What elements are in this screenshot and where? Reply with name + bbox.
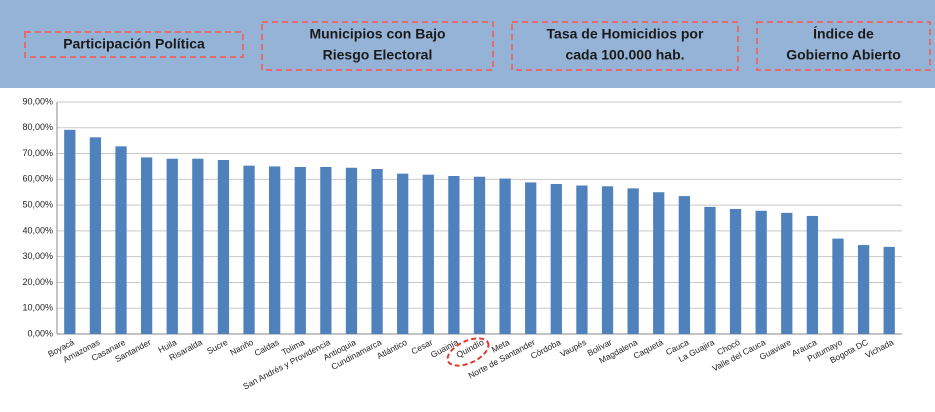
bar [320, 166, 332, 334]
y-tick-label: 70,00% [22, 148, 53, 158]
bar [576, 185, 588, 334]
bar [115, 146, 127, 334]
x-tick-label: Nariño [228, 337, 255, 358]
header-text: cada 100.000 hab. [565, 47, 684, 63]
y-tick-label: 80,00% [22, 122, 53, 132]
header-box [261, 21, 494, 71]
header-text: Participación Política [63, 36, 205, 52]
bar [550, 183, 562, 334]
bar [166, 158, 178, 334]
bar [397, 173, 409, 334]
bar [729, 208, 742, 334]
highlight-circle [446, 337, 490, 367]
bar [627, 188, 639, 334]
header-text: Tasa de Homicidios por [547, 26, 704, 42]
bar [448, 175, 460, 334]
bar [857, 245, 870, 334]
bar [601, 186, 614, 334]
header-text: Municipios con Bajo [309, 26, 445, 42]
bar [806, 215, 819, 334]
x-tick-label: Caldas [253, 337, 281, 358]
bar [89, 137, 102, 334]
bar [704, 206, 716, 334]
bar [217, 160, 230, 334]
bar [140, 157, 153, 334]
y-tick-label: 40,00% [22, 225, 53, 235]
x-tick-label: Vaupés [558, 337, 588, 359]
header-band [0, 0, 935, 88]
y-tick-label: 20,00% [22, 277, 53, 287]
y-tick-label: 60,00% [22, 174, 53, 184]
bar [832, 238, 844, 334]
bar [269, 166, 281, 334]
header-text: Riesgo Electoral [323, 47, 433, 63]
y-tick-label: 90,00% [22, 96, 53, 106]
y-tick-label: 0,00% [27, 328, 53, 338]
bar [473, 176, 486, 334]
bar [294, 166, 306, 334]
bar [345, 167, 358, 334]
x-tick-label: Atlántico [375, 337, 409, 361]
header-text: Gobierno Abierto [786, 47, 901, 63]
bar [653, 192, 665, 334]
bar [192, 158, 204, 334]
x-tick-label: Guainía [429, 337, 460, 360]
y-tick-label: 50,00% [22, 199, 53, 209]
header-text: Índice de [813, 26, 874, 42]
bar [422, 174, 434, 334]
bar [64, 129, 76, 334]
bar [525, 182, 537, 334]
x-tick-label: Sucre [205, 337, 230, 356]
bar [883, 246, 895, 334]
bar [371, 169, 383, 334]
bar [499, 178, 511, 334]
y-tick-label: 30,00% [22, 251, 53, 261]
header: Participación Política Municipios con Baj… [24, 21, 931, 71]
bar [243, 165, 255, 334]
bar [755, 210, 767, 334]
bar [781, 212, 793, 334]
chart: 0,00% 10,00% 20,00% 30,00% 40,00% 50,00% 60,00… [22, 96, 902, 391]
x-tick-label: Caquetá [632, 337, 665, 361]
y-tick-label: 10,00% [22, 303, 53, 313]
x-tick-label: Vichada [863, 337, 895, 360]
header-box [511, 21, 739, 71]
bar [678, 196, 690, 334]
header-box [24, 31, 244, 58]
